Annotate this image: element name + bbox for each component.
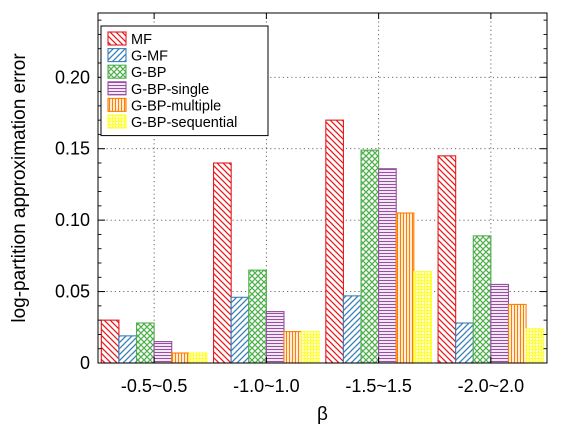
legend-swatch — [107, 97, 127, 112]
legend: MFG-MFG-BPG-BP-singleG-BP-multipleG-BP-s… — [100, 25, 269, 137]
bar-g-mf-3 — [455, 322, 474, 364]
y-axis-label: log-partition approximation error — [9, 53, 30, 323]
legend-label: G-BP-multiple — [131, 98, 221, 114]
x-tick-label: -0.5~0.5 — [121, 376, 188, 396]
bar-g-mf-0 — [118, 335, 138, 364]
bar-g-bp-sequential-2 — [413, 271, 432, 364]
gridlines — [98, 13, 547, 363]
legend-label: G-BP — [131, 65, 166, 81]
legend-swatch — [107, 114, 127, 129]
y-tick-label: 0.20 — [55, 67, 90, 87]
y-tick-label: 0.05 — [55, 282, 90, 302]
legend-swatch — [107, 48, 127, 63]
y-tick-label: 0 — [80, 353, 90, 373]
bar-g-bp-single-1 — [265, 311, 285, 364]
bar-g-bp-multiple-1 — [283, 331, 303, 364]
bar-g-mf-1 — [230, 296, 250, 364]
x-tick-label: -2.0~2.0 — [458, 376, 525, 396]
bar-g-bp-multiple-2 — [395, 212, 415, 364]
y-tick-label: 0.10 — [55, 210, 90, 230]
bar-g-bp-sequential-1 — [301, 331, 320, 364]
legend-label: G-BP-single — [131, 82, 209, 98]
legend-label: G-BP-sequential — [131, 115, 237, 131]
bar-g-bp-0 — [135, 322, 155, 364]
bar-mf-0 — [100, 319, 120, 364]
legend-swatch — [107, 81, 127, 96]
legend-swatch — [107, 31, 127, 46]
bars — [100, 119, 545, 364]
bar-g-bp-sequential-3 — [525, 328, 545, 364]
plot-frame — [97, 12, 548, 364]
axes: 0 0.05 0.10 0.15 0.20 -0.5~0.5 -1.0~1.0 -1.5~1.… — [55, 13, 547, 396]
bar-mf-2 — [325, 119, 344, 364]
x-axis-label: β — [317, 404, 328, 425]
legend-swatch — [107, 64, 127, 79]
bar-g-bp-3 — [472, 235, 492, 364]
bar-g-mf-2 — [342, 295, 362, 364]
bar-g-bp-sequential-0 — [188, 352, 208, 364]
bar-mf-1 — [213, 162, 232, 364]
bar-g-bp-1 — [248, 269, 267, 364]
y-tick-label: 0.15 — [55, 139, 90, 159]
bar-g-bp-multiple-3 — [507, 303, 527, 364]
x-tick-label: -1.0~1.0 — [233, 376, 300, 396]
bar-mf-3 — [437, 155, 457, 364]
legend-label: G-MF — [131, 49, 168, 65]
bar-g-bp-single-0 — [153, 341, 173, 364]
bar-g-bp-multiple-0 — [171, 352, 190, 364]
x-tick-label: -1.5~1.5 — [345, 376, 412, 396]
bar-g-bp-single-3 — [490, 283, 510, 364]
legend-label: MF — [131, 32, 152, 48]
bar-g-bp-2 — [360, 149, 380, 364]
legend-box — [100, 25, 269, 137]
bar-g-bp-single-2 — [378, 168, 397, 364]
